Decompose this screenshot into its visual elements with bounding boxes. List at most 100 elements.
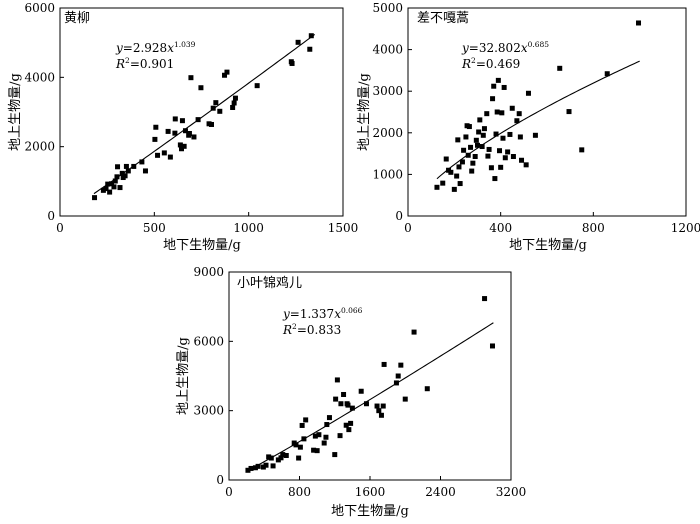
plot-frame (59, 7, 344, 217)
data-point (213, 100, 219, 106)
data-point (326, 415, 332, 421)
data-point (92, 195, 98, 201)
data-point (358, 388, 364, 394)
data-point (299, 422, 305, 428)
data-point (393, 380, 399, 386)
data-point (172, 130, 178, 136)
data-point (499, 110, 505, 116)
data-point (105, 181, 111, 187)
data-point (139, 159, 145, 165)
data-point (345, 402, 351, 408)
data-point (198, 85, 204, 91)
data-point (434, 184, 440, 190)
x-tick-label: 0 (56, 221, 64, 235)
eq-coef: =1.337 (290, 307, 334, 321)
data-point (493, 131, 499, 137)
y-tick-label: 6000 (193, 334, 224, 348)
data-point (275, 457, 281, 463)
data-point (209, 121, 214, 127)
data-point (402, 396, 408, 402)
data-point (153, 124, 159, 130)
data-point (424, 386, 430, 392)
data-point (500, 135, 506, 141)
data-point (112, 178, 118, 184)
panel-title: 小叶锦鸡儿 (237, 275, 302, 291)
data-point (456, 164, 462, 170)
data-point (380, 403, 386, 409)
fit-curve (246, 322, 494, 472)
x-axis-label: 地下生物量/g (163, 238, 241, 253)
data-point (492, 176, 498, 182)
data-point (469, 168, 475, 174)
data-point (270, 463, 276, 469)
data-point (349, 405, 355, 411)
data-point (338, 401, 344, 407)
data-point (579, 147, 585, 153)
data-point (195, 117, 201, 123)
y-axis-label: 地上生物量/g (176, 337, 191, 415)
data-point (254, 83, 260, 89)
data-point (363, 401, 369, 407)
panel-title: 黄柳 (64, 11, 90, 26)
data-point (109, 181, 115, 187)
data-point (321, 440, 327, 446)
data-point (248, 465, 254, 471)
data-point (395, 373, 401, 379)
data-point (117, 185, 123, 191)
data-point (443, 156, 449, 162)
eq-lhs: y (461, 41, 469, 55)
data-point (488, 165, 494, 171)
data-point (114, 174, 120, 180)
panel-huangliu: 0 500 1000 1500 0 2000 4000 6000 黄柳 y=2.928x1.039… (8, 1, 358, 253)
eq-coef: =32.802 (469, 41, 521, 55)
y-tick-label: 1000 (372, 167, 403, 181)
data-point (502, 155, 508, 161)
data-point (457, 181, 463, 187)
data-point (334, 377, 340, 383)
data-point (461, 147, 467, 153)
data-point (448, 169, 454, 175)
data-point (557, 65, 563, 71)
plot-frame (228, 271, 512, 481)
data-point (266, 454, 272, 460)
data-point (451, 186, 457, 192)
data-point (514, 118, 520, 124)
regression-equation: y=1.337x0.066 (282, 306, 363, 321)
data-point (280, 452, 286, 458)
data-point (100, 187, 106, 193)
data-point (486, 146, 492, 152)
data-point (519, 157, 525, 163)
data-point (296, 455, 302, 461)
data-point (188, 75, 194, 81)
x-axis-label: 地下生物量/g (331, 504, 409, 519)
r2-sup: 2 (471, 56, 476, 65)
r2-sup: 2 (292, 322, 297, 331)
data-point (482, 296, 488, 302)
data-point (191, 134, 197, 140)
data-point (103, 186, 109, 192)
data-point (525, 90, 531, 96)
data-point (186, 130, 192, 136)
panel-chabugahao: 0 400 800 1200 0 1000 2000 3000 4000 5000 差不嘎蒿 y=32… (357, 1, 700, 253)
data-point (507, 131, 513, 137)
data-point (523, 162, 529, 168)
data-point (477, 117, 483, 123)
data-point (263, 462, 269, 468)
eq-var: x (334, 307, 341, 321)
data-point (505, 149, 511, 155)
x-tick-label: 1200 (671, 221, 700, 235)
data-point (495, 77, 501, 83)
data-point (260, 464, 266, 470)
y-tick-label: 9000 (193, 265, 224, 279)
data-point (210, 105, 216, 111)
data-point (295, 39, 301, 45)
data-point (454, 173, 460, 179)
x-tick-label: 2400 (425, 485, 456, 499)
data-point (472, 154, 478, 160)
y-tick-label: 3000 (193, 404, 224, 418)
data-point (165, 128, 171, 134)
data-point (341, 391, 347, 397)
data-point (337, 433, 343, 439)
data-point (343, 422, 349, 428)
x-tick-label: 0 (225, 485, 233, 499)
